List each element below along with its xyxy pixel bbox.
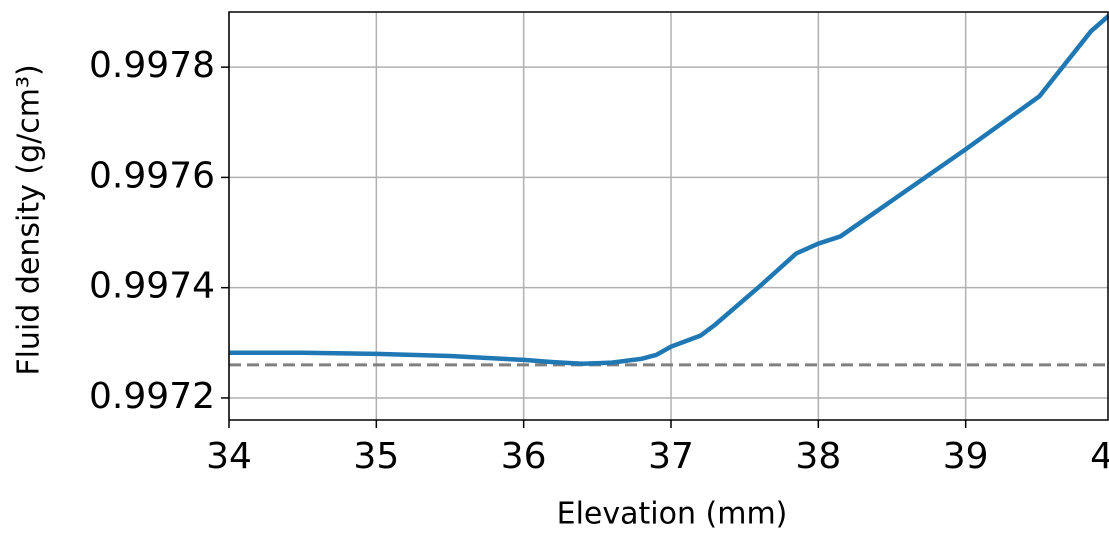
y-tick-label: 0.9978	[89, 45, 215, 86]
x-axis-label: Elevation (mm)	[557, 497, 788, 532]
y-tick-label: 0.9976	[89, 155, 215, 196]
plot-frame	[228, 11, 1109, 421]
y-tick-label: 0.9972	[89, 376, 215, 417]
x-tick-label: 40	[1090, 436, 1109, 477]
x-tick-label: 37	[648, 436, 694, 477]
data-line	[229, 14, 1109, 367]
x-tick-label: 35	[353, 436, 399, 477]
x-tick-label: 39	[943, 436, 989, 477]
x-tick-label: 38	[795, 436, 841, 477]
x-tick-label: 34	[206, 436, 252, 477]
y-tick-label: 0.9974	[89, 266, 215, 307]
y-axis-label: Fluid density (g/cm³)	[12, 64, 47, 375]
x-tick-label: 36	[501, 436, 547, 477]
